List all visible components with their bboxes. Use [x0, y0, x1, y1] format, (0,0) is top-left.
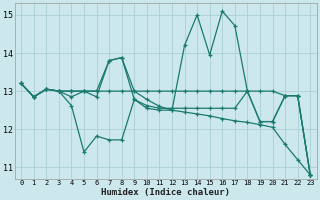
X-axis label: Humidex (Indice chaleur): Humidex (Indice chaleur): [101, 188, 230, 197]
